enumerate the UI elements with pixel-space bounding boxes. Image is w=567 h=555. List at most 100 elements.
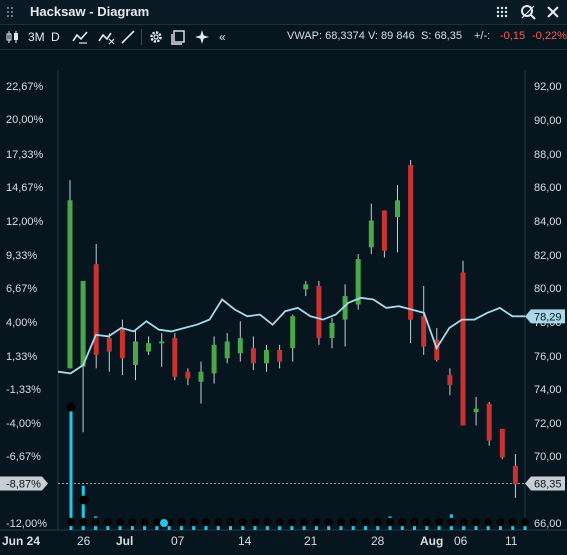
trade-dot [324, 517, 333, 527]
left-axis-tick-label: 4,00% [6, 317, 37, 329]
search-link-icon[interactable] [519, 3, 537, 21]
layers-icon[interactable] [170, 29, 186, 45]
trade-dot [79, 517, 88, 527]
volume-bar [106, 523, 110, 530]
candle-body [264, 349, 269, 364]
last-price-marker: 68,35 [525, 476, 565, 491]
volume-bar [498, 523, 502, 530]
trade-dot [66, 517, 76, 527]
x-axis-label: 06 [454, 534, 468, 548]
trade-dot [91, 517, 100, 527]
volume-bar [425, 523, 429, 530]
x-axis-label: 26 [77, 534, 91, 548]
draw-line-icon[interactable] [120, 29, 136, 45]
candle-body [408, 164, 414, 320]
menu-dots-icon[interactable] [493, 3, 511, 21]
candle-body [303, 284, 309, 290]
candle-body [106, 338, 112, 352]
right-axis-tick-label: 74,00 [534, 384, 562, 396]
close-icon[interactable] [544, 3, 562, 21]
candle-body [499, 428, 505, 458]
trade-dot [299, 517, 309, 527]
left-axis-tick-label: 20,00% [6, 114, 44, 126]
trade-dot [238, 517, 248, 527]
trade-dot [287, 517, 297, 527]
left-axis-tick-label: -1,33% [6, 384, 41, 396]
candle-body [119, 329, 125, 359]
trade-dot [373, 517, 383, 527]
trade-dot [79, 495, 89, 505]
trade-dot [483, 517, 493, 527]
x-axis-label: Jul [116, 534, 133, 548]
window-title: Hacksaw - Diagram [30, 4, 150, 19]
trend-indicator-icon[interactable] [71, 29, 89, 45]
right-axis-tick-label: 88,00 [534, 149, 562, 161]
right-axis-tick-label: 76,00 [534, 351, 562, 363]
volume-bar [413, 523, 417, 530]
volume-bar [474, 523, 478, 530]
collapse-button[interactable]: « [219, 30, 226, 44]
volume-bar [278, 523, 282, 530]
trade-dot [213, 517, 223, 527]
interval-selector[interactable]: D [51, 30, 60, 44]
index-value-marker-shape [525, 309, 565, 324]
candle-body [146, 343, 152, 352]
index-line [57, 296, 525, 375]
right-axis-tick-label: 72,00 [534, 418, 562, 430]
trade-dot [336, 517, 346, 527]
volume-bar [523, 523, 527, 530]
candle-body [185, 371, 191, 379]
trade-dot [189, 517, 198, 527]
x-axis-label: Jun 24 [2, 534, 40, 548]
chart-toolbar: 3M D « VWAP: 68,3374 V: 89 846 S: 68,35 … [0, 25, 567, 50]
trade-dot [422, 517, 432, 527]
last-price-marker-label: 68,35 [534, 479, 562, 491]
left-axis-tick-label: 22,67% [6, 81, 44, 93]
right-axis-tick-label: 92,00 [534, 81, 562, 93]
right-axis-tick-label: 86,00 [534, 182, 562, 194]
trade-dot [312, 517, 321, 527]
toolbar-divider [141, 29, 142, 45]
right-axis-tick-label: 80,00 [534, 283, 562, 295]
left-axis-tick-label: 14,67% [6, 182, 44, 194]
last-price-marker-shape [525, 476, 565, 491]
trade-dot [115, 517, 125, 527]
right-axis-tick-label: 82,00 [534, 250, 562, 262]
trade-dot-highlight [160, 519, 168, 527]
candle-body [237, 338, 243, 354]
x-axis-label: 14 [238, 534, 252, 548]
volume-bar [302, 523, 306, 530]
volume-bar [229, 523, 233, 530]
volume-bar [130, 523, 134, 530]
x-axis-label: 28 [371, 534, 385, 548]
candle-body [355, 259, 361, 305]
drag-grip-icon[interactable] [6, 6, 14, 18]
volume-bar [290, 523, 294, 530]
change-percent: -0,22% [532, 30, 567, 42]
left-axis-tick-label: -6,67% [6, 451, 41, 463]
candle-body [159, 341, 165, 344]
trade-dot [496, 517, 505, 527]
trade-dot [434, 517, 444, 527]
candle-body [67, 200, 73, 369]
candle-body [250, 348, 256, 364]
settings-gear-icon[interactable] [148, 29, 164, 45]
trade-dot [361, 517, 370, 527]
left-percent-marker: -8,87% [0, 476, 48, 491]
compare-indicator-icon[interactable] [97, 29, 115, 45]
left-axis-tick-label: -4,00% [6, 418, 41, 430]
left-axis-tick-label: 9,33% [6, 250, 37, 262]
candle-body [80, 280, 86, 367]
volume-bar [241, 523, 245, 530]
volume-bar [462, 523, 466, 530]
candlestick-type-icon[interactable] [5, 29, 21, 45]
price-chart[interactable]: 22,67% 20,00% 17,33% 14,67% 12,00% 9,33% 6,67%… [0, 50, 567, 555]
candle-body [447, 375, 453, 386]
candle-body [198, 371, 204, 382]
change-label: +/-: [474, 30, 491, 42]
sparkle-icon[interactable] [194, 29, 210, 45]
trade-dot [128, 517, 137, 527]
candle-body [486, 403, 492, 441]
period-selector[interactable]: 3M [28, 30, 45, 44]
index-value-marker: 78,29 [525, 309, 565, 324]
